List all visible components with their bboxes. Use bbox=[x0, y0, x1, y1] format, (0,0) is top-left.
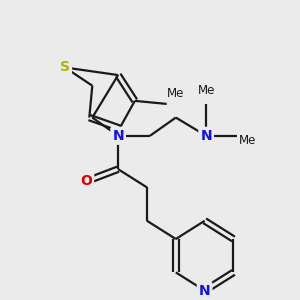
Text: Me: Me bbox=[167, 87, 184, 100]
Text: N: N bbox=[199, 284, 211, 298]
Text: S: S bbox=[60, 61, 70, 74]
Text: O: O bbox=[80, 174, 92, 188]
Text: N: N bbox=[112, 129, 124, 143]
Text: Me: Me bbox=[238, 134, 256, 147]
Text: N: N bbox=[200, 129, 212, 143]
Text: Me: Me bbox=[197, 84, 215, 97]
